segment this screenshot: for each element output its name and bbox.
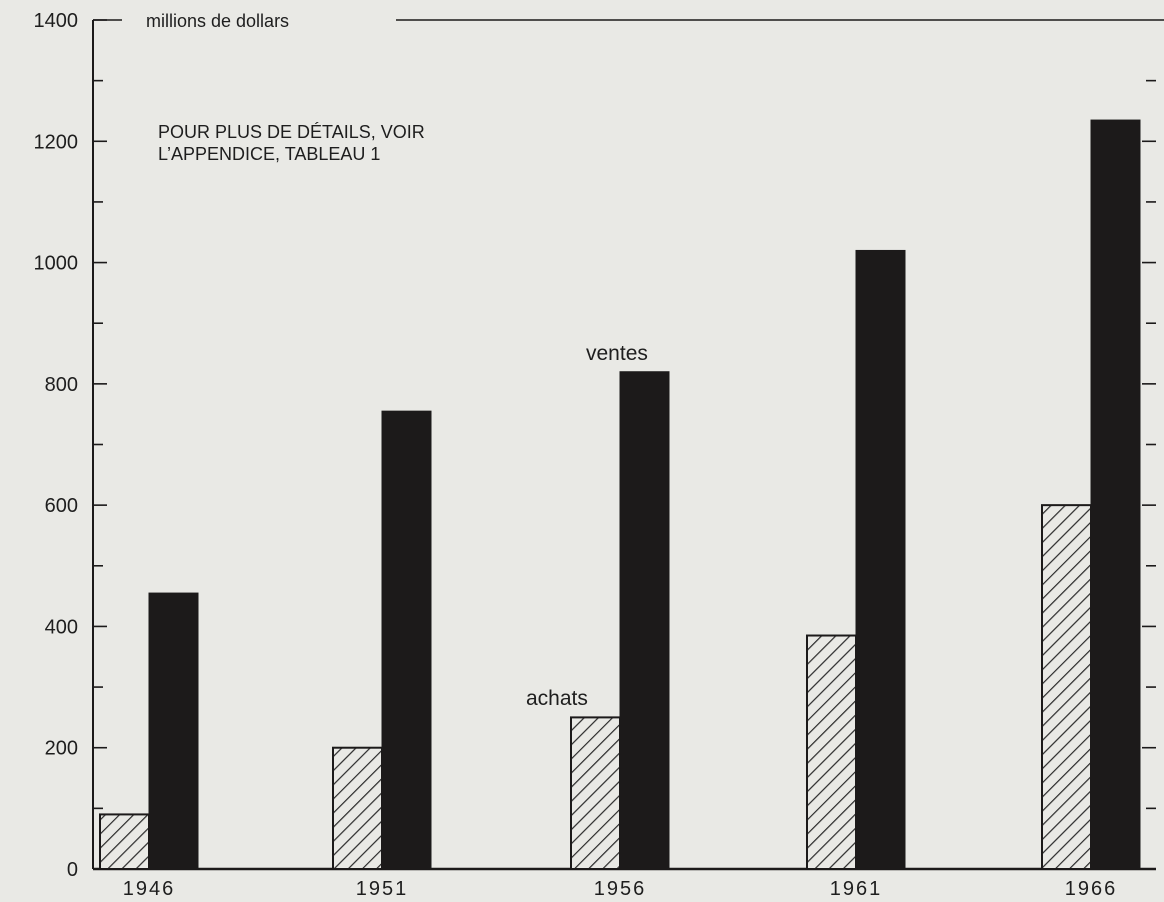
- bars: [99, 119, 1141, 871]
- x-tick-label: 1961: [830, 878, 883, 900]
- y-tick-label: 800: [45, 374, 78, 396]
- note-line-1: POUR PLUS DE DÉTAILS, VOIR: [158, 122, 425, 142]
- bar-ventes: [619, 371, 670, 870]
- y-axis-unit-label: millions de dollars: [146, 11, 289, 31]
- labels: 0 200 400 600 800 1000 1200 1400 1946 1951 1956 196…: [34, 10, 1118, 900]
- bar-achats: [570, 716, 621, 871]
- bar-achats: [332, 746, 383, 871]
- bar-ventes: [1090, 119, 1141, 870]
- bar-ventes: [855, 249, 906, 870]
- y-tick-label: 1200: [34, 131, 79, 153]
- y-tick-label: 200: [45, 738, 78, 760]
- y-tick-label: 1000: [34, 253, 79, 275]
- bar-achats: [806, 634, 857, 871]
- note-line-2: L’APPENDICE, TABLEAU 1: [158, 144, 380, 164]
- y-axis-ticks: [93, 19, 1156, 870]
- y-tick-label: 600: [45, 495, 78, 517]
- x-tick-label: 1951: [356, 878, 409, 900]
- bar-ventes: [381, 410, 432, 870]
- y-tick-label: 0: [67, 859, 78, 881]
- bar-achats: [1041, 504, 1092, 870]
- series-label-achats: achats: [526, 687, 588, 710]
- x-tick-label: 1956: [594, 878, 647, 900]
- series-label-ventes: ventes: [586, 342, 648, 365]
- x-tick-label: 1966: [1065, 878, 1118, 900]
- y-tick-label: 1400: [34, 10, 79, 32]
- bar-ventes: [148, 592, 199, 870]
- bar-achats: [99, 813, 150, 871]
- y-tick-label: 400: [45, 616, 78, 638]
- x-tick-label: 1946: [123, 878, 176, 900]
